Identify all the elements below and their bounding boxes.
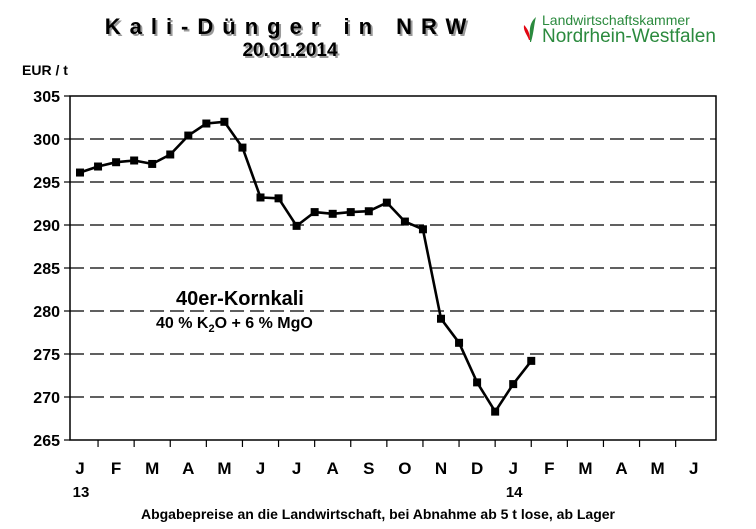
y-axis-ticks: 305 300 295 290 285 280 275 270 265 <box>33 89 70 450</box>
series-line <box>79 120 533 413</box>
y-tick-label: 295 <box>33 175 60 192</box>
data-point <box>382 198 391 207</box>
x-tick-label: J <box>508 459 517 478</box>
x-tick-label: M <box>651 459 665 478</box>
data-point <box>400 217 409 226</box>
y-tick-label: 300 <box>33 132 60 149</box>
data-point <box>76 168 84 177</box>
logo: Landwirtschaftskammer Nordrhein-Westfale… <box>520 12 756 48</box>
leaf-icon <box>523 17 536 42</box>
data-point <box>455 338 464 347</box>
data-point <box>238 143 247 152</box>
y-tick-label: 270 <box>33 390 60 407</box>
x-tick-label: A <box>327 459 339 478</box>
chart-title: Kali-Dünger in NRW <box>104 14 476 39</box>
data-point <box>346 208 355 217</box>
data-point <box>310 208 319 217</box>
y-tick-label: 280 <box>33 304 60 321</box>
data-point <box>148 159 157 168</box>
x-tick-label: J <box>256 459 265 478</box>
data-point <box>112 158 121 167</box>
data-point <box>166 150 175 159</box>
data-point <box>509 380 518 389</box>
chart-footer: Abgabepreise an die Landwirtschaft, bei … <box>140 506 616 522</box>
x-tick-label: N <box>435 459 447 478</box>
x-tick-label: M <box>578 459 592 478</box>
y-tick-label: 265 <box>33 433 60 450</box>
year-label: 14 <box>506 484 523 501</box>
data-point <box>437 314 445 323</box>
y-tick-label: 275 <box>33 347 60 364</box>
data-point <box>184 131 193 140</box>
x-tick-label: J <box>689 459 698 478</box>
data-point <box>130 156 139 165</box>
data-point <box>364 207 373 216</box>
x-tick-label: J <box>292 459 301 478</box>
x-tick-label: F <box>544 459 554 478</box>
series-layer <box>76 117 536 416</box>
data-point <box>473 378 482 387</box>
data-point <box>256 193 265 202</box>
data-point <box>328 209 337 218</box>
x-tick-label: D <box>471 459 483 478</box>
data-point <box>274 194 283 203</box>
x-tick-label: A <box>182 459 194 478</box>
data-point <box>202 119 211 128</box>
data-point <box>527 356 536 365</box>
x-tick-label: J <box>75 459 84 478</box>
logo-line-1: Landwirtschaftskammer <box>542 12 690 28</box>
y-tick-label: 305 <box>33 89 60 106</box>
x-tick-label: S <box>363 459 374 478</box>
y-tick-label: 290 <box>33 218 60 235</box>
year-label: 13 <box>73 484 90 501</box>
x-tick-label: F <box>111 459 121 478</box>
x-axis-ticks: J F M A M J J A S O N D J F M A M J 13 14 <box>73 440 698 501</box>
x-tick-label: A <box>615 459 627 478</box>
product-name-label: 40er-Kornkali <box>176 288 304 310</box>
data-point <box>94 162 103 171</box>
x-tick-label: O <box>398 459 411 478</box>
data-point <box>220 117 229 126</box>
x-tick-label: M <box>145 459 159 478</box>
chart-subtitle: 20.01.2014 <box>242 40 338 61</box>
y-tick-label: 285 <box>33 261 60 278</box>
grid-lines <box>70 138 716 398</box>
logo-line-2: Nordrhein-Westfalen <box>542 26 716 47</box>
y-axis-label: EUR / t <box>22 62 68 78</box>
product-formula-label: 40 % K2O + 6 % MgO <box>156 315 313 336</box>
x-tick-label: M <box>217 459 231 478</box>
data-point <box>491 407 500 416</box>
data-point <box>292 221 301 230</box>
data-point <box>418 225 427 234</box>
